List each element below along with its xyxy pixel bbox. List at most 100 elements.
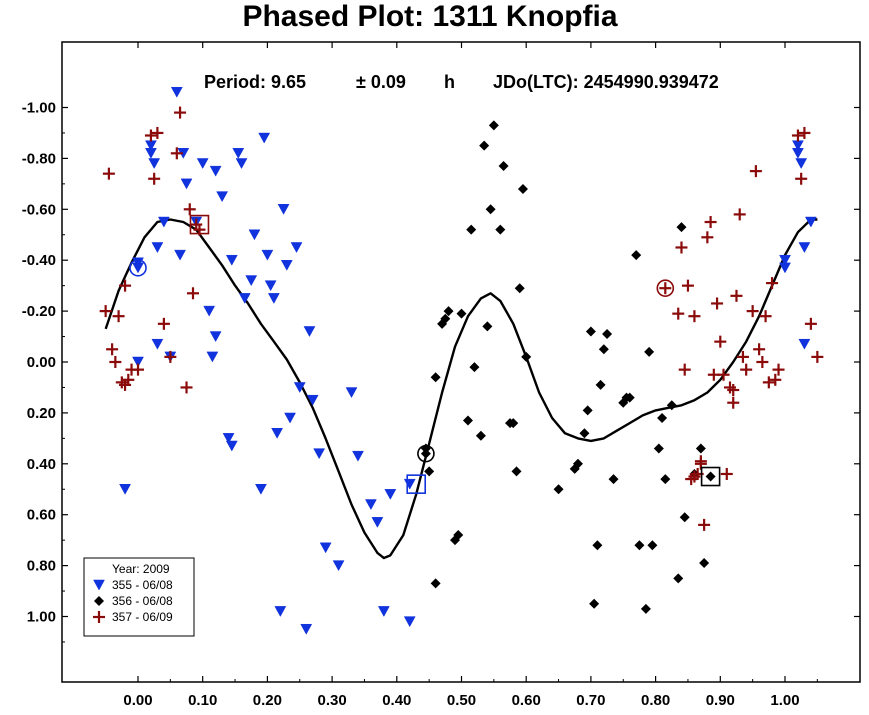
series-355-point [804,216,817,228]
legend-marker [93,611,105,623]
series-356-point [466,224,477,235]
series-357-point [688,470,701,483]
series-355-point [180,178,193,190]
series-357-point [112,310,125,323]
series-355-point [238,293,251,304]
series-356-point [443,306,454,317]
series-357-point [688,310,701,323]
series-355-point [222,433,235,444]
series-356-point [440,313,451,324]
y-axis: -1.00 -0.80 -0.60 -0.40 -0.20 0.00 0.20 0.40 0.6… [22,100,860,643]
y-tick-label: 1.00 [27,609,56,626]
series-357-point [772,363,785,376]
series-357-point [659,282,672,295]
y-tick-label: -0.40 [22,252,56,269]
series-356-point [582,405,593,416]
x-tick-label: 0.80 [641,692,670,709]
series-357-point [170,147,183,160]
series-356-point [602,329,613,340]
series-355-point [206,351,219,363]
series-355-point [293,382,306,393]
y-tick-label: 0.80 [27,558,56,575]
series-357-point [151,126,164,139]
reference-square [189,214,210,235]
series-355-point [403,616,416,628]
series-356-point [679,512,690,523]
series-357-point [711,297,724,310]
series-357-point [736,350,749,363]
x-tick-label: 0.40 [382,692,411,709]
series-357-point [701,231,714,244]
series-357-point [791,129,804,142]
series-356-point [634,540,645,551]
series-357-point [740,363,753,376]
series-356-point [517,183,528,194]
legend-title: Year: 2009 [112,562,170,576]
series-355-point [248,229,261,241]
series-357-point [119,378,132,391]
series-357-point [717,368,730,381]
series-355-point [795,158,808,170]
reference-circle [656,279,675,297]
series-357-point [157,317,170,330]
series-356-point [653,443,664,454]
legend-entry-label: 357 - 06/09 [112,610,173,624]
series-357-point [180,381,193,394]
series-357-point [766,277,779,290]
series-356-point [592,540,603,551]
legend-box [83,557,195,637]
x-tick-label: 1.00 [770,692,799,709]
series-355-point [157,216,170,228]
series-355-point [267,293,280,304]
series-356-point [579,428,590,439]
series-356-point [608,474,619,485]
reference-circle [129,259,147,277]
series-356-point [673,573,684,584]
series-357-point [144,129,157,142]
y-tick-label: -0.20 [22,303,56,320]
series-357-point [186,287,199,300]
series-355-point [174,249,186,261]
series-356-point [521,351,532,362]
series-357-point [720,467,733,480]
series-355-point [225,254,238,266]
series-357-point [727,396,740,409]
series-356-point [695,443,706,454]
series-356-point [456,308,467,319]
series-357-point [678,363,691,376]
x-tick-label: 0.30 [317,692,346,709]
series-357-point [714,335,727,348]
y-tick-label: -0.80 [22,150,56,167]
series-356-point [475,430,486,441]
series-356-point [424,466,435,477]
series-355-point [384,489,397,500]
series-356-point [498,161,509,172]
series-355-point [203,305,216,317]
series-355-point [119,484,131,495]
series-356-point [469,362,480,373]
series-357-point [174,106,187,119]
series-355-point [306,394,319,406]
series-357-point [164,350,177,363]
series-355-point [196,158,209,170]
series-357-point [733,208,746,221]
series-355-point [364,499,377,511]
epoch-label: JDo(LTC): 2454990.939472 [493,72,719,92]
series-357-point [102,167,115,180]
series-357-point [804,317,817,330]
series-357-point [109,356,122,368]
series-357-point [746,305,759,318]
series-356-point [585,326,596,337]
legend: Year: 2009 355 - 06/08 356 - 06/08 357 - 0… [83,557,195,637]
series-356-point [676,222,687,233]
y-tick-label: -0.60 [22,201,56,218]
series-357-point [681,279,694,292]
series-357-point [672,307,685,320]
series-356-point [488,120,499,131]
series-357-point [749,165,762,178]
series-355-point [232,148,245,159]
reference-square [406,474,427,494]
x-tick-label: 0.90 [706,692,735,709]
series-357-point [106,343,119,356]
series-356-point [631,250,642,261]
